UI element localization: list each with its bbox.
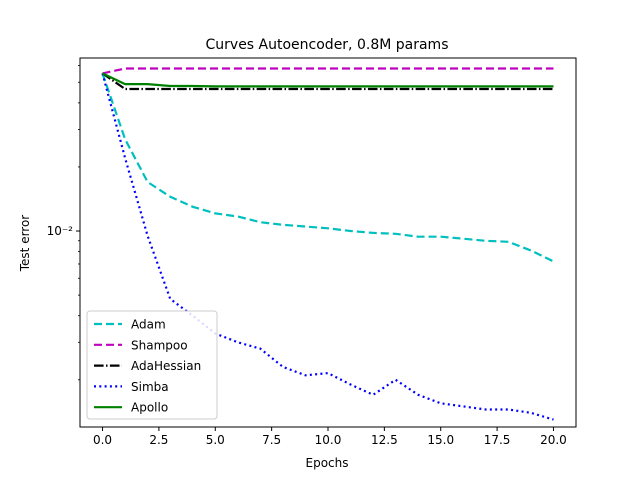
legend-label-shampoo: Shampoo bbox=[131, 338, 188, 352]
x-tick-label: 15.0 bbox=[427, 433, 454, 447]
x-tick-label: 20.0 bbox=[540, 433, 567, 447]
x-tick-label: 2.5 bbox=[149, 433, 168, 447]
y-axis-ticks: 10⁻² bbox=[47, 64, 80, 381]
x-tick-label: 12.5 bbox=[371, 433, 398, 447]
series-line-simba bbox=[101, 73, 554, 421]
x-tick-label: 5.0 bbox=[206, 433, 225, 447]
x-tick-label: 7.5 bbox=[262, 433, 281, 447]
x-tick-label: 0.0 bbox=[93, 433, 112, 447]
y-tick-label: 10⁻² bbox=[47, 224, 74, 238]
legend-label-apollo: Apollo bbox=[131, 401, 168, 415]
x-tick-label: 10.0 bbox=[315, 433, 342, 447]
legend-label-adam: Adam bbox=[131, 318, 166, 332]
x-axis-label: Epochs bbox=[306, 456, 349, 470]
chart-title: Curves Autoencoder, 0.8M params bbox=[206, 37, 449, 53]
legend-label-adahessian: AdaHessian bbox=[131, 359, 201, 373]
legend-box bbox=[86, 310, 218, 420]
legend: Adam Shampoo AdaHessian Simba Apollo bbox=[86, 310, 218, 420]
series-layer bbox=[101, 67, 554, 421]
x-tick-label: 17.5 bbox=[484, 433, 511, 447]
series-line-adahessian bbox=[101, 72, 554, 91]
legend-label-simba: Simba bbox=[131, 380, 169, 394]
x-axis-ticks: 0.0 2.5 5.0 7.5 10.0 12.5 15.0 17.5 20.0 bbox=[93, 427, 567, 447]
series-line-shampoo bbox=[102, 67, 554, 75]
series-line-adam bbox=[101, 73, 554, 263]
y-axis-label: Test error bbox=[18, 215, 32, 273]
series-line-apollo bbox=[102, 72, 554, 88]
